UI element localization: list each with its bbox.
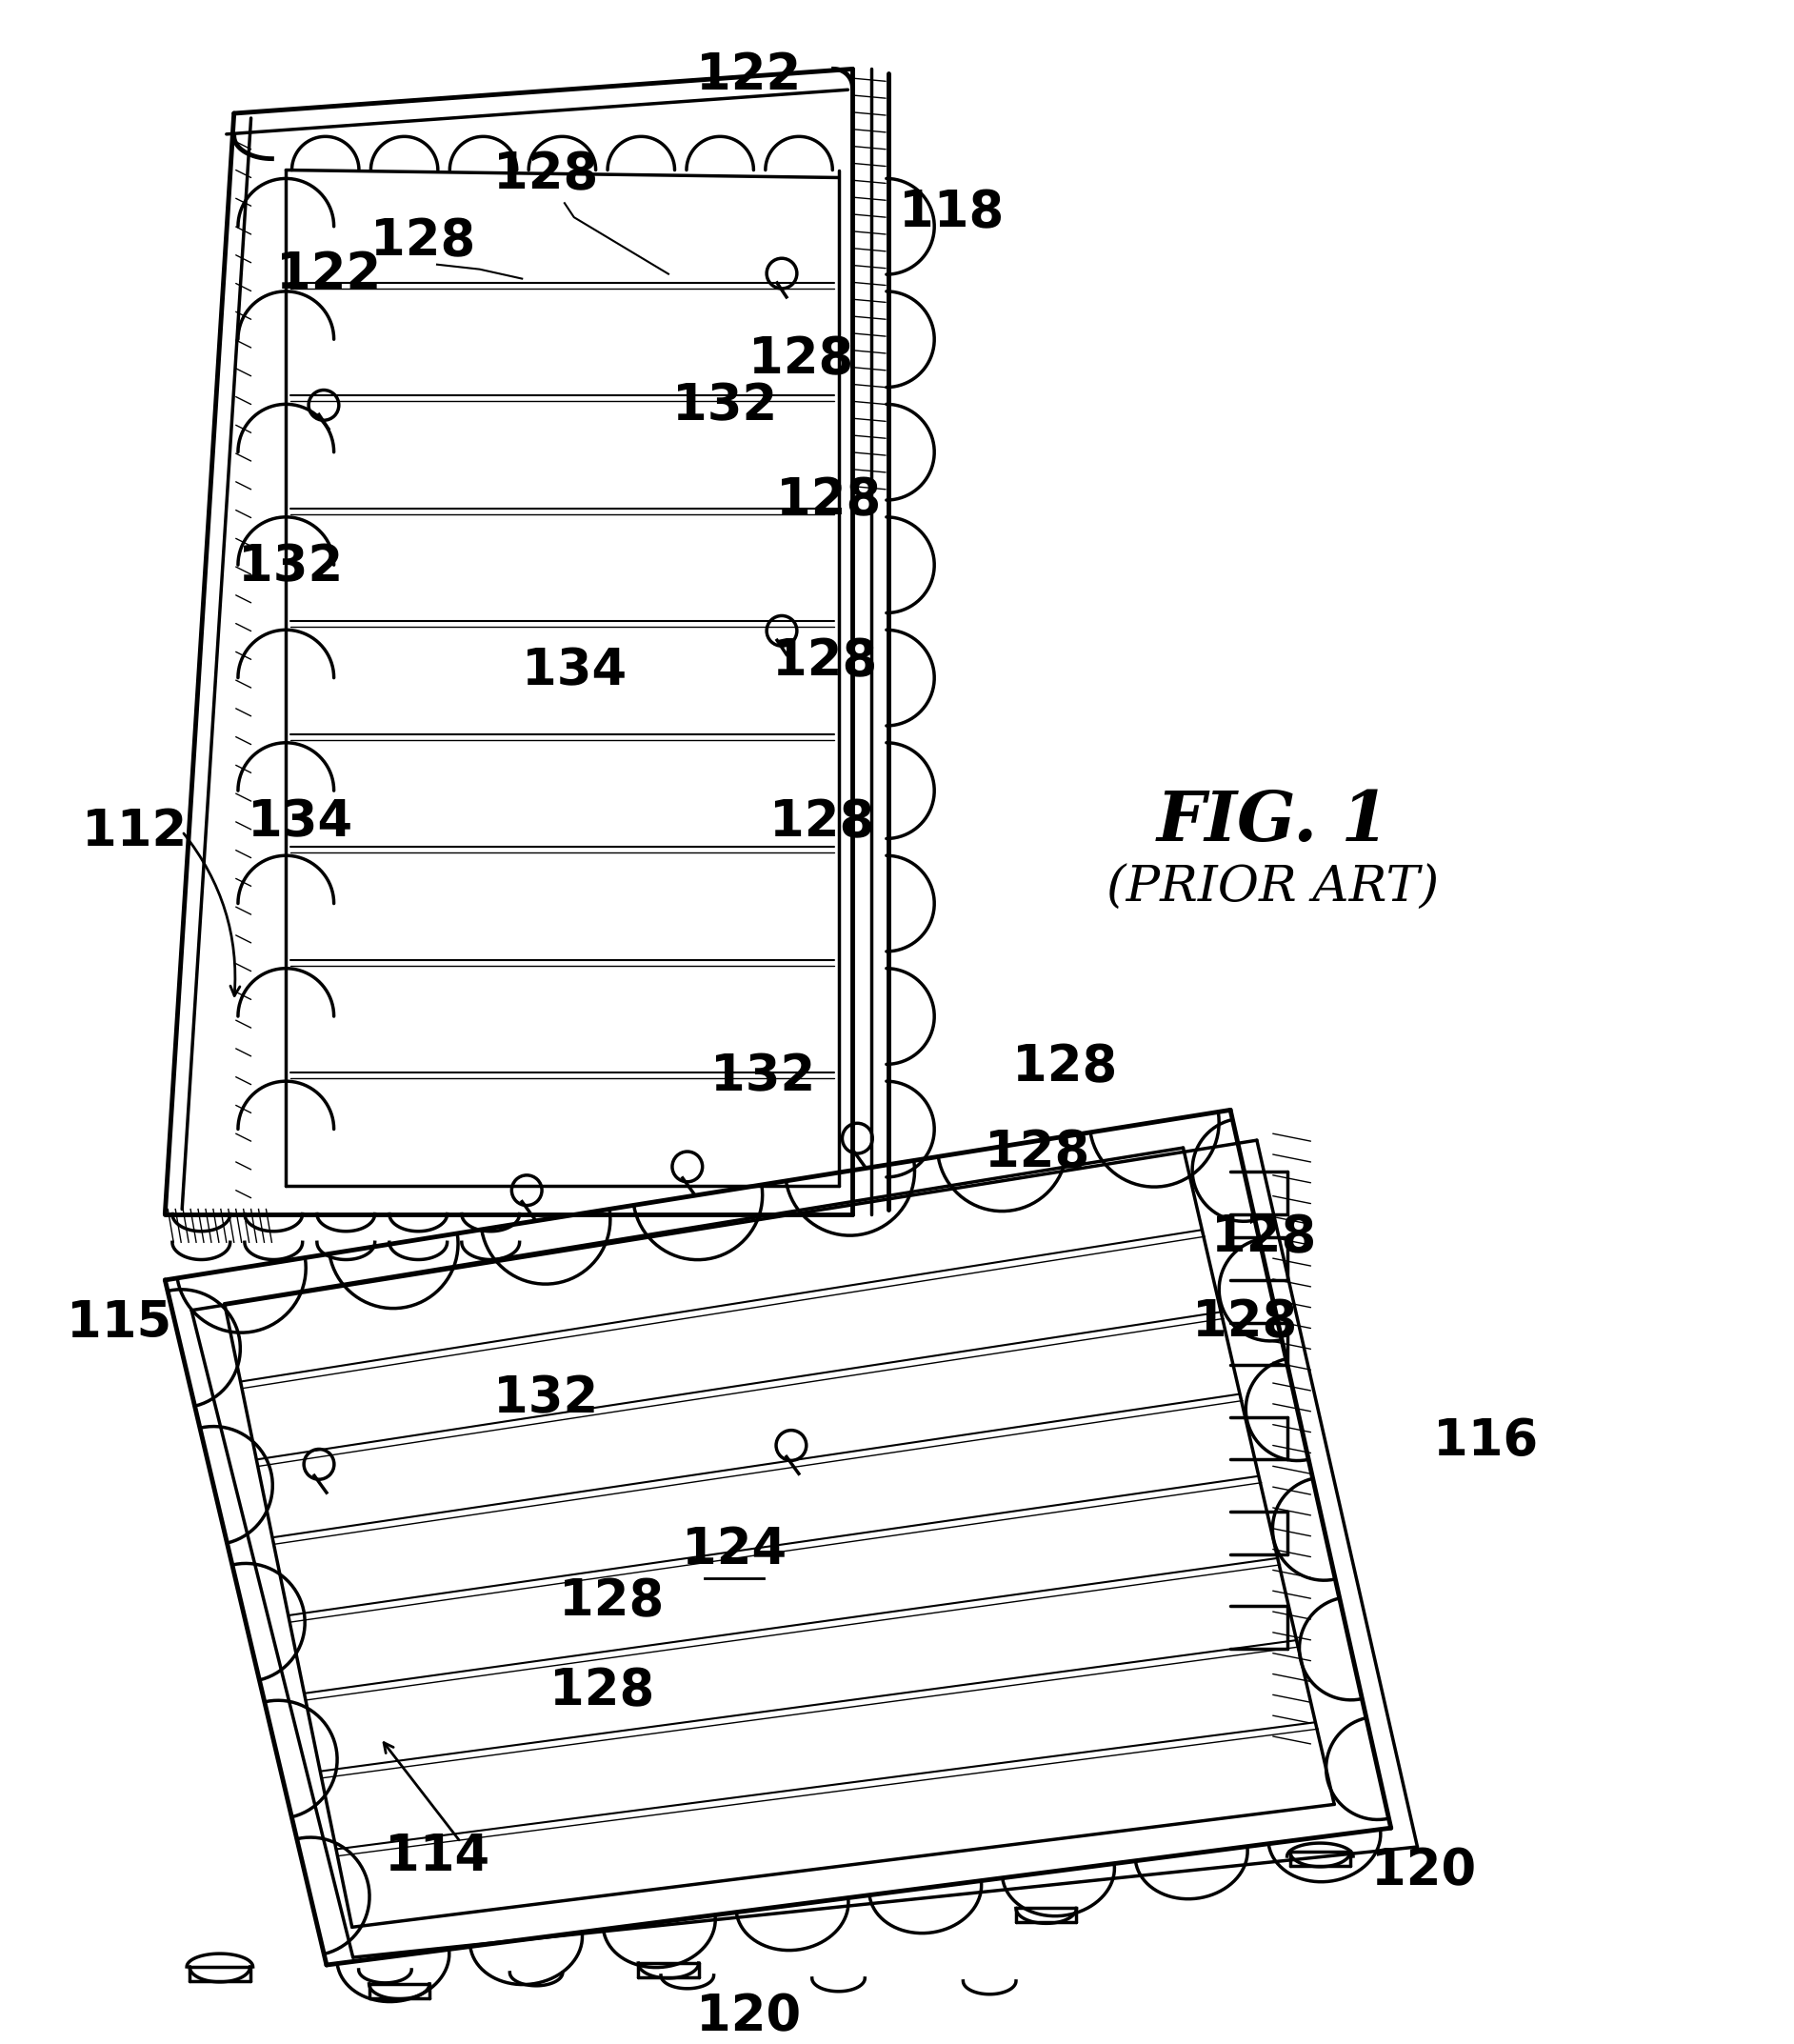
Text: 128: 128 [549,1666,655,1715]
Text: 132: 132 [239,542,343,591]
Text: 112: 112 [83,807,187,856]
Text: 128: 128 [771,636,877,687]
Text: 114: 114 [384,1831,490,1880]
Text: (PRIOR ART): (PRIOR ART) [1107,865,1439,912]
Text: 120: 120 [1372,1846,1476,1895]
Text: 128: 128 [1211,1212,1317,1263]
Text: 128: 128 [370,217,475,266]
Text: FIG. 1: FIG. 1 [1157,789,1389,856]
Text: 134: 134 [522,646,626,695]
Text: 120: 120 [696,1993,802,2042]
Text: 128: 128 [985,1128,1089,1177]
Text: 132: 132 [493,1374,597,1423]
Text: 128: 128 [560,1576,664,1627]
Text: 132: 132 [710,1053,816,1102]
Text: 122: 122 [276,249,380,298]
Text: 128: 128 [748,335,854,384]
Text: 134: 134 [248,797,353,846]
Text: 128: 128 [1191,1298,1297,1347]
Text: 115: 115 [66,1298,170,1347]
Text: 124: 124 [682,1525,788,1574]
Text: 128: 128 [777,476,881,525]
Text: 128: 128 [770,797,874,846]
Text: 128: 128 [493,149,597,200]
Text: 116: 116 [1433,1416,1537,1466]
Text: 128: 128 [1012,1042,1118,1091]
Text: 132: 132 [673,382,777,431]
Text: 118: 118 [899,188,1005,237]
Text: 122: 122 [696,51,802,100]
